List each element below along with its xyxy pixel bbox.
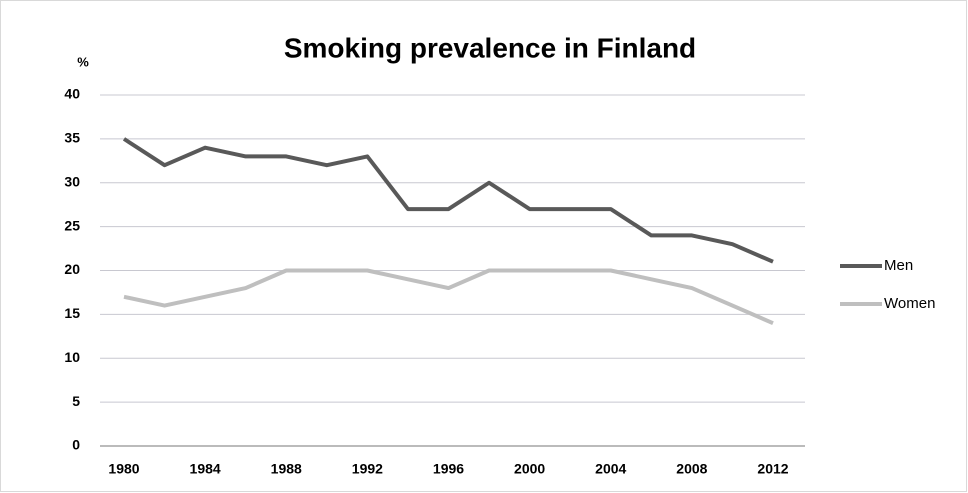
x-tick-label: 2004	[595, 461, 626, 477]
y-tick-label: 10	[64, 349, 80, 365]
chart-title: Smoking prevalence in Finland	[284, 32, 696, 63]
x-tick-label: 1980	[108, 461, 139, 477]
y-tick-label: 25	[64, 217, 80, 233]
y-tick-label: 5	[72, 393, 80, 409]
x-tick-label: 1988	[271, 461, 302, 477]
x-tick-label: 2008	[676, 461, 707, 477]
x-tick-label: 2000	[514, 461, 545, 477]
data-line	[123, 268, 774, 325]
y-tick-label: 0	[72, 437, 80, 453]
y-axis-label: %	[77, 54, 89, 69]
x-tick-label: 2012	[757, 461, 788, 477]
x-tick-label: 1984	[190, 461, 221, 477]
legend-label: Women	[884, 295, 935, 312]
y-tick-label: 30	[64, 173, 80, 189]
y-tick-label: 40	[64, 86, 80, 102]
x-tick-label: 1996	[433, 461, 464, 477]
x-tick-label: 1992	[352, 461, 383, 477]
y-tick-label: 35	[64, 130, 80, 146]
legend-label: Men	[884, 257, 913, 274]
y-tick-label: 15	[64, 305, 80, 321]
y-tick-label: 20	[64, 261, 80, 277]
data-line	[122, 137, 774, 264]
